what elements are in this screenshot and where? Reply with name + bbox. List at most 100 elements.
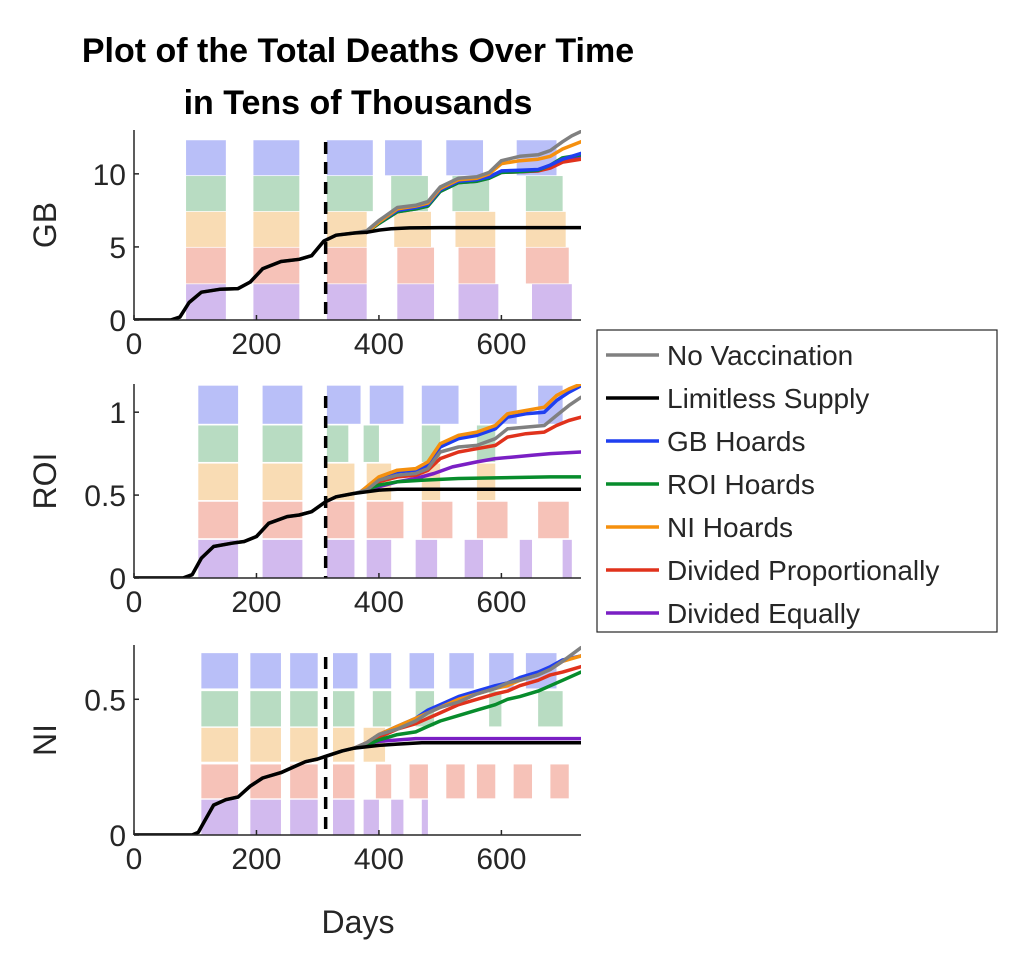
intervention-band [262, 385, 303, 424]
intervention-band [186, 211, 226, 247]
intervention-band [198, 385, 239, 424]
intervention-band [538, 501, 569, 539]
intervention-band [201, 764, 239, 799]
intervention-band [253, 140, 300, 176]
intervention-band [446, 764, 465, 799]
intervention-band [458, 247, 496, 284]
intervention-band [333, 653, 358, 689]
intervention-band [532, 284, 572, 320]
legend-entry: Limitless Supply [667, 383, 869, 414]
y-tick-label: 0 [109, 305, 126, 338]
x-tick-label: 0 [126, 328, 143, 361]
x-tick-label: 0 [126, 843, 143, 876]
intervention-band [253, 211, 300, 247]
intervention-band [262, 463, 303, 501]
intervention-band [250, 653, 281, 689]
x-tick-label: 200 [231, 586, 281, 619]
intervention-band [550, 764, 569, 799]
y-tick-label: 10 [93, 159, 126, 192]
intervention-band [250, 799, 281, 835]
intervention-band [333, 691, 355, 727]
intervention-band [369, 653, 392, 689]
intervention-band [455, 211, 496, 247]
intervention-band [525, 211, 566, 247]
intervention-band [562, 539, 572, 578]
panel-roi: 0 200 400 600 0 0.5 1 ROI [27, 384, 581, 619]
intervention-band [186, 140, 226, 176]
intervention-band [375, 764, 392, 799]
intervention-band [326, 284, 367, 320]
series-line-roi-hoards [358, 475, 581, 494]
intervention-band [290, 653, 318, 689]
x-tick-label: 600 [476, 586, 526, 619]
intervention-band [519, 539, 533, 578]
x-tick-label: 200 [231, 843, 281, 876]
legend-entry: Divided Proportionally [667, 555, 939, 586]
intervention-band [415, 539, 438, 578]
intervention-band [253, 247, 300, 284]
intervention-band [326, 247, 367, 284]
intervention-band [290, 764, 318, 799]
panel-ni: 0 200 400 600 0 0.5 NI [27, 645, 581, 876]
series-line-limitless-supply [134, 740, 581, 835]
legend-entry: NI Hoards [667, 512, 793, 543]
y-tick-label: 1 [109, 397, 126, 430]
intervention-band [421, 501, 453, 539]
intervention-band [326, 539, 355, 578]
x-tick-label: 200 [231, 328, 281, 361]
intervention-band [458, 284, 499, 320]
intervention-band [326, 425, 349, 462]
intervention-band [250, 691, 281, 727]
intervention-band [262, 539, 303, 578]
intervention-band [366, 501, 404, 539]
intervention-band [290, 691, 318, 727]
x-tick-label: 600 [476, 328, 526, 361]
intervention-band [326, 501, 355, 539]
intervention-band [326, 176, 373, 212]
y-axis-label-ni: NI [27, 724, 63, 756]
intervention-band [253, 176, 300, 212]
intervention-band [198, 501, 239, 539]
intervention-band [363, 799, 379, 835]
series-line-limitless-supply [134, 225, 581, 320]
intervention-band [397, 284, 435, 320]
intervention-band [201, 727, 239, 762]
panels-group: 0 200 400 600 0 5 10 GB 0 200 400 600 0 0.5 1 ROI 0 200 40… [27, 130, 581, 876]
intervention-band [369, 385, 404, 424]
intervention-band [186, 176, 226, 212]
legend-entry: No Vaccination [667, 340, 853, 371]
legend-box [596, 329, 998, 633]
intervention-band [476, 764, 496, 799]
intervention-band [525, 176, 563, 212]
x-tick-label: 0 [126, 586, 143, 619]
intervention-band [366, 539, 392, 578]
intervention-band [449, 653, 474, 689]
intervention-band [326, 385, 361, 424]
legend: No Vaccination Limitless Supply GB Hoards R… [596, 329, 998, 633]
intervention-band [262, 425, 303, 462]
x-tick-label: 600 [476, 843, 526, 876]
y-tick-label: 0.5 [84, 480, 126, 513]
intervention-band [326, 211, 367, 247]
intervention-band [186, 247, 226, 284]
intervention-band [333, 799, 355, 835]
intervention-band [476, 501, 508, 539]
intervention-band [333, 727, 355, 762]
intervention-band [489, 691, 502, 727]
intervention-band [409, 764, 428, 799]
intervention-band [476, 463, 496, 501]
intervention-band [538, 691, 563, 727]
intervention-band [363, 425, 379, 462]
intervention-band [446, 140, 484, 176]
intervention-band [253, 284, 300, 320]
intervention-band [397, 247, 435, 284]
chart-title-line2: in Tens of Thousands [184, 84, 533, 122]
intervention-band [525, 247, 569, 284]
panel-gb: 0 200 400 600 0 5 10 GB [27, 130, 581, 361]
intervention-band [326, 140, 373, 176]
intervention-band [409, 653, 435, 689]
series-line-ni-hoards [358, 384, 581, 494]
intervention-band [385, 140, 422, 176]
legend-entry: ROI Hoards [667, 469, 815, 500]
